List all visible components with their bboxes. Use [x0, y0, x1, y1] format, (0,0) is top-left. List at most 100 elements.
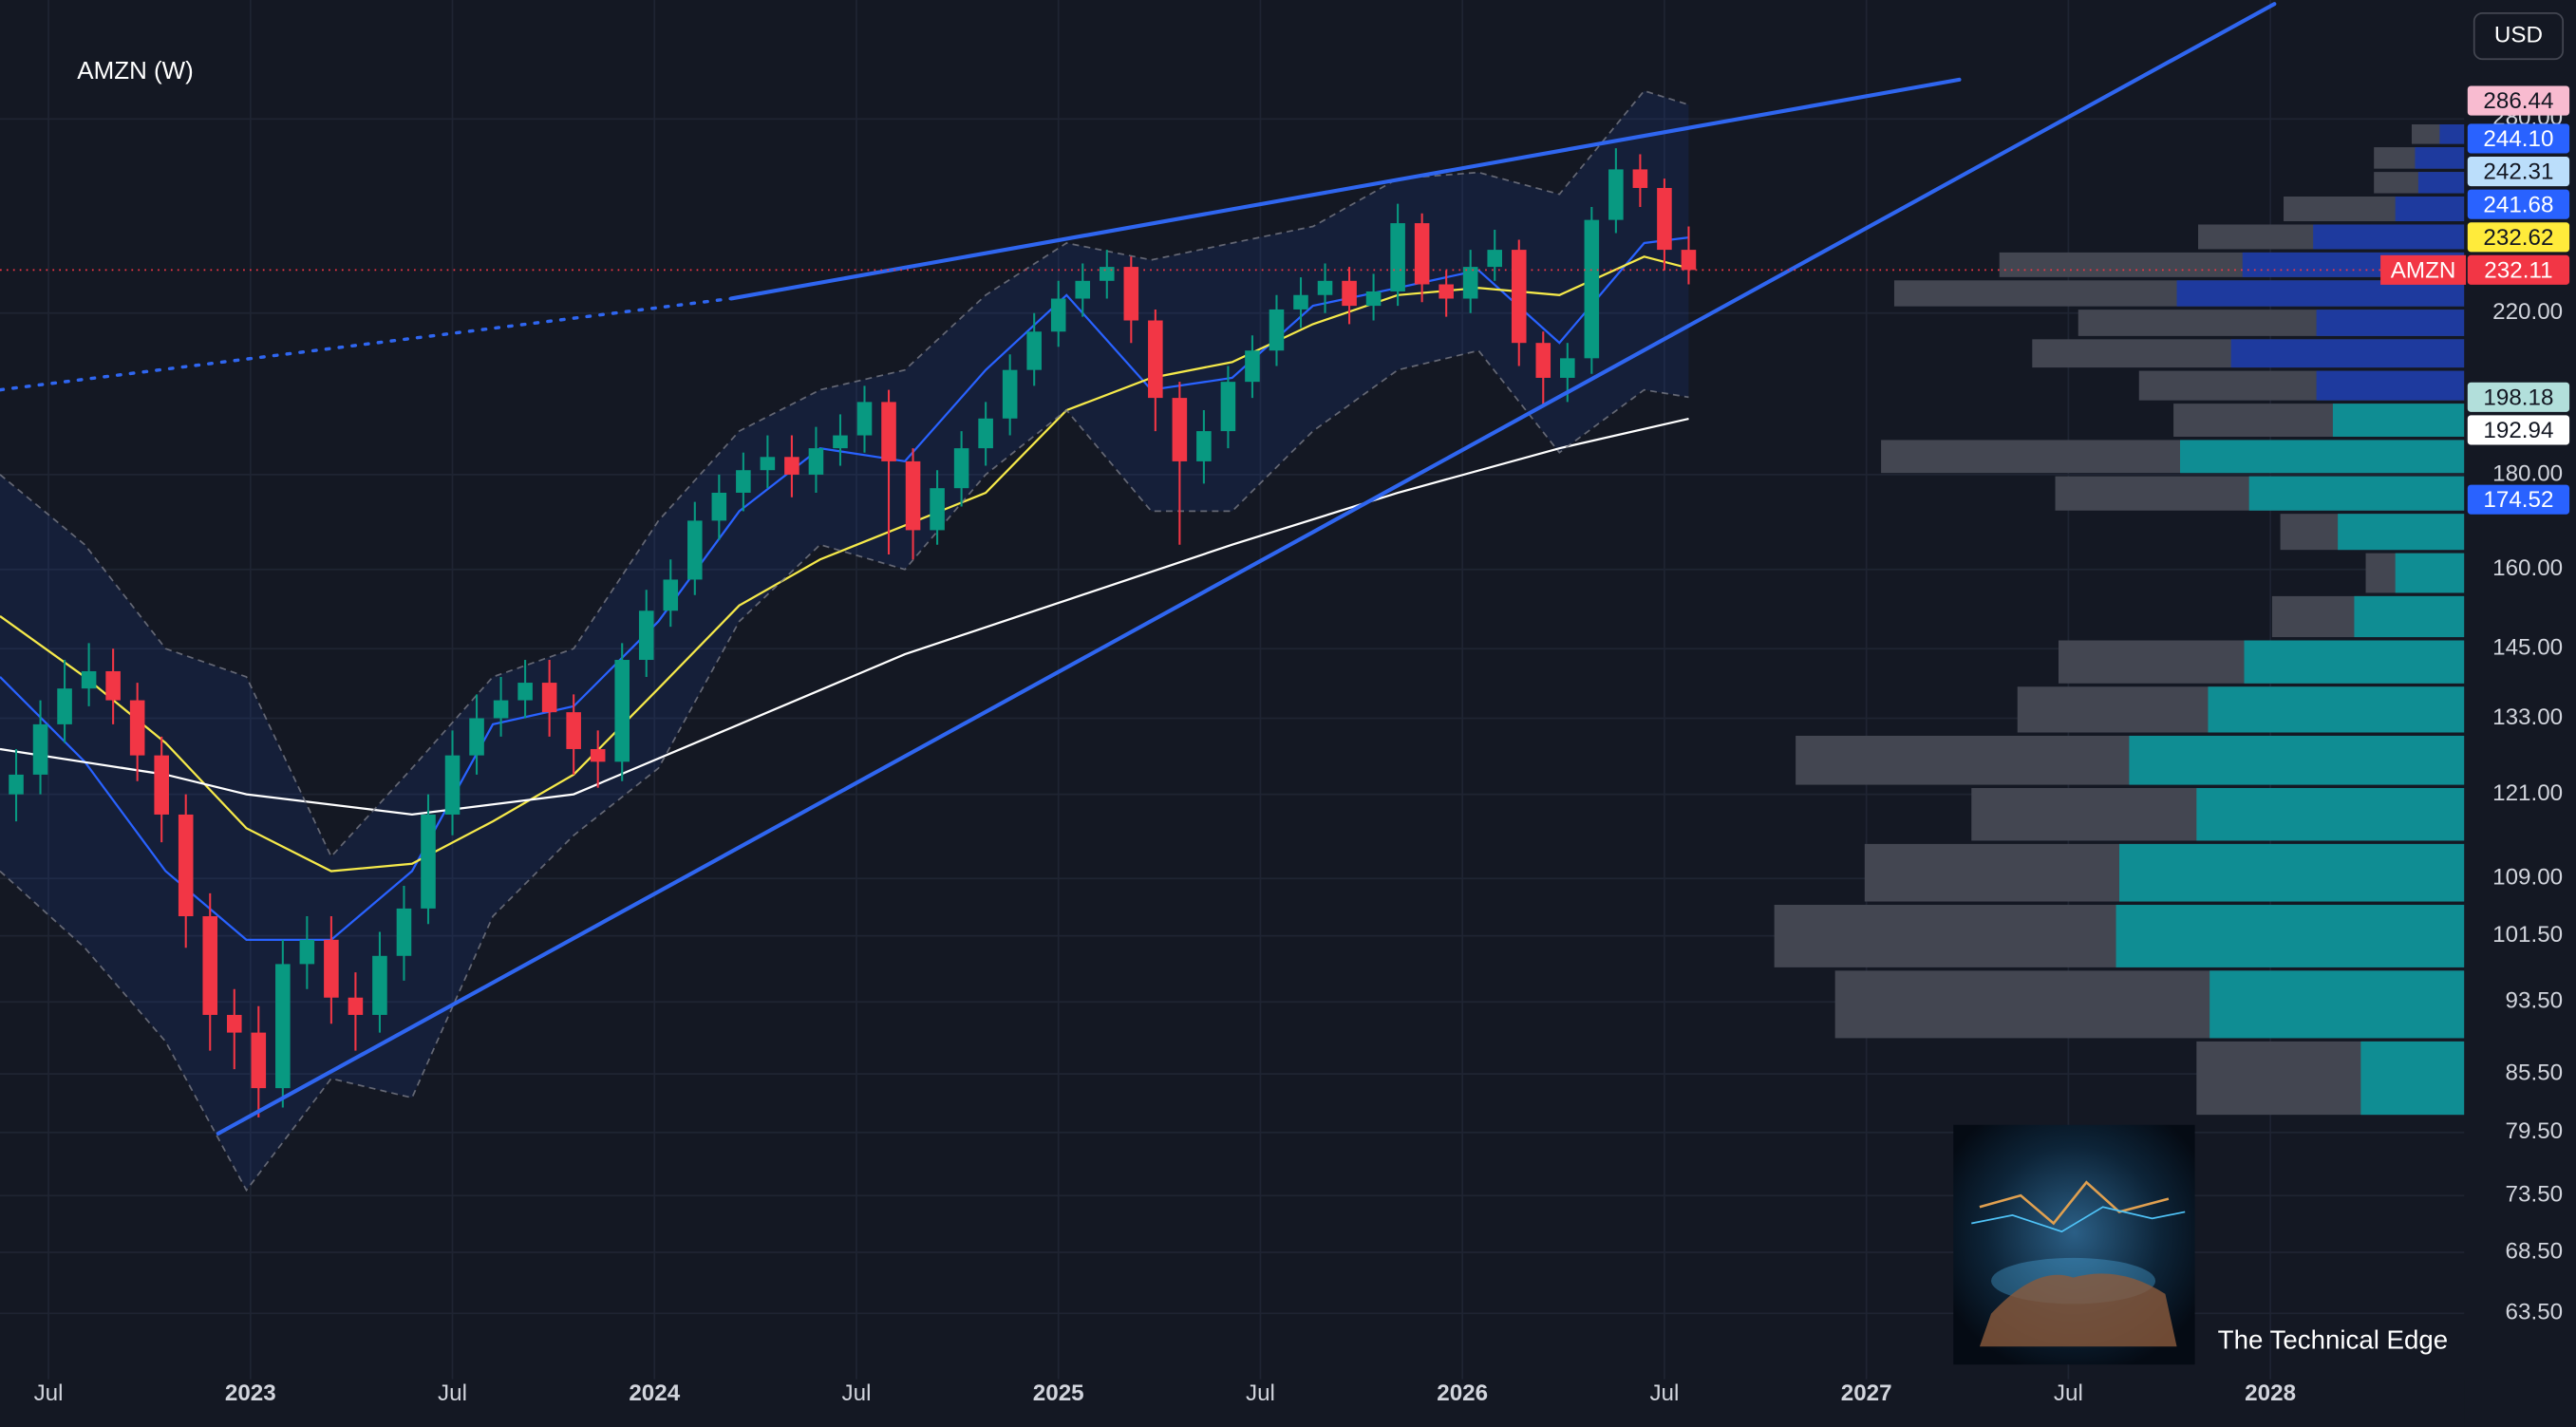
currency-label[interactable]: USD [2494, 22, 2543, 47]
candle-body [1414, 223, 1430, 285]
time-axis [0, 1379, 2465, 1427]
band-fill [0, 90, 1689, 1191]
y-tick-label: 85.50 [2506, 1060, 2564, 1085]
volume-bar-part [2244, 640, 2465, 684]
candle-body [178, 814, 194, 917]
candle-body [81, 670, 97, 689]
candle-body [202, 916, 218, 1015]
candle-body [1099, 267, 1115, 281]
axes: 280.00220.00180.00160.00145.00133.00121.… [34, 85, 2570, 1406]
candle-body [517, 683, 533, 701]
volume-bar-part [2415, 147, 2465, 169]
candle-body [833, 435, 848, 449]
y-tick-label: 121.00 [2492, 780, 2563, 806]
trendline [0, 296, 733, 392]
x-tick-label: 2028 [2245, 1380, 2296, 1406]
x-tick-label: Jul [842, 1380, 872, 1406]
moving-average [0, 235, 1689, 941]
candle-body [469, 718, 484, 756]
volume-bar-part [2417, 172, 2465, 194]
candle-body [1172, 398, 1188, 461]
candle-body [1317, 280, 1333, 295]
price-tag [2467, 85, 2570, 116]
x-tick-label: 2023 [225, 1380, 276, 1406]
logo-image [1953, 1124, 2195, 1365]
price-tag-label: 198.18 [2483, 385, 2553, 410]
price-tag [2467, 484, 2570, 515]
volume-bar-part [2338, 514, 2465, 551]
symbol-title: AMZN (W) [77, 58, 193, 84]
candle-body [1050, 298, 1066, 332]
candle-body [881, 402, 896, 461]
candle-body [614, 660, 630, 762]
y-tick-label: 68.50 [2506, 1238, 2564, 1264]
candle-body [638, 610, 654, 661]
volume-bar-part [2118, 843, 2465, 902]
y-tick-label: 180.00 [2492, 460, 2563, 486]
price-tag-label: 192.94 [2483, 418, 2553, 443]
price-tag-label: 174.52 [2483, 487, 2553, 513]
candle-body [1438, 284, 1454, 299]
candle-body [1220, 382, 1236, 432]
candle-body [421, 814, 436, 909]
price-tag [2467, 123, 2570, 154]
volume-bar-part [2316, 310, 2465, 336]
volume-bar-part [2248, 476, 2465, 511]
candle-body [154, 755, 169, 815]
x-tick-label: Jul [1246, 1380, 1275, 1406]
volume-bar-part [2196, 788, 2465, 841]
candle-body [1462, 267, 1478, 299]
watermark: The Technical Edge [2218, 1324, 2448, 1354]
candle-body [1535, 343, 1551, 378]
candle-body [1560, 358, 1575, 378]
y-tick-label: 93.50 [2506, 988, 2564, 1014]
candle-body [1681, 250, 1697, 271]
price-tag [2467, 157, 2570, 187]
candle-body [687, 520, 703, 580]
candle-body [1196, 431, 1212, 461]
y-tick-label: 63.50 [2506, 1300, 2564, 1325]
currency-button[interactable] [2473, 11, 2565, 61]
candle-body [1365, 291, 1382, 307]
candle-body [275, 964, 291, 1089]
symbol-tag [2380, 254, 2467, 285]
candle-body [444, 755, 461, 815]
volume-bar-part [2439, 123, 2465, 144]
candle-body [57, 688, 72, 724]
candle-body [930, 488, 945, 531]
candle-body [1342, 280, 1357, 307]
x-tick-label: Jul [34, 1380, 64, 1406]
candle-body [1269, 309, 1285, 351]
price-tag [2467, 415, 2570, 445]
moving-average [0, 417, 1689, 817]
candle-body [105, 670, 121, 701]
candle-body [1657, 187, 1672, 251]
volume-bar-part [2332, 404, 2465, 437]
volume-bar-part [2230, 339, 2465, 368]
candle-body [1002, 369, 1018, 419]
candle-body [1075, 280, 1091, 299]
price-tag-label: 244.10 [2483, 126, 2553, 152]
price-tag [2467, 382, 2570, 412]
price-tag [2467, 222, 2570, 253]
candle-body [905, 460, 921, 531]
candle-body [32, 723, 48, 775]
x-tick-label: 2027 [1841, 1380, 1892, 1406]
candle-body [784, 457, 799, 475]
candle-body [1608, 169, 1624, 220]
y-tick-label: 133.00 [2492, 704, 2563, 730]
candle-body [856, 402, 873, 436]
candle-body [324, 939, 339, 998]
candle-body [1487, 250, 1503, 268]
y-tick-label: 79.50 [2506, 1118, 2564, 1144]
moving-average [0, 255, 1689, 873]
band-line [0, 89, 1689, 858]
candle-body [711, 492, 727, 521]
volume-bar-part [2208, 686, 2465, 733]
price-tag [2467, 189, 2570, 219]
candle-body [396, 908, 412, 956]
volume-bar-part [2180, 440, 2465, 474]
candle-body [760, 457, 776, 471]
